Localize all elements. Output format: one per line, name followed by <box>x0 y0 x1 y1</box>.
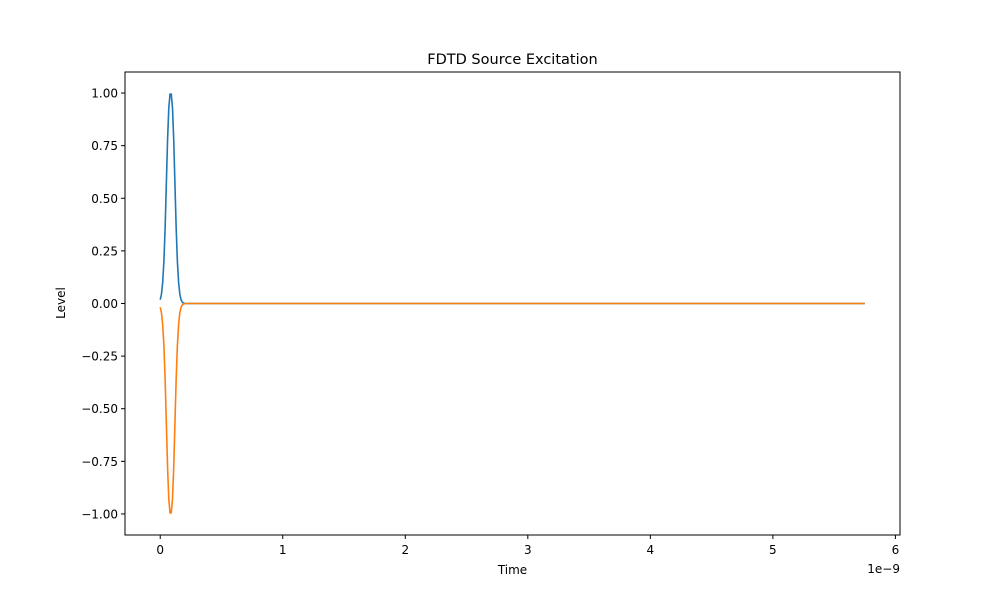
plot-area <box>159 93 865 514</box>
y-tick-label: 1.00 <box>91 87 118 101</box>
chart-title: FDTD Source Excitation <box>427 52 597 68</box>
x-tick-label: 1 <box>279 543 287 557</box>
x-tick-label: 5 <box>769 543 777 557</box>
series-line-2 <box>159 302 865 514</box>
y-tick-label: 0.00 <box>91 297 118 311</box>
x-tick-label: 0 <box>156 543 164 557</box>
x-tick-label: 2 <box>401 543 409 557</box>
y-tick-label: −0.75 <box>81 455 118 469</box>
y-tick-label: −0.25 <box>81 350 118 364</box>
y-tick-label: −1.00 <box>81 507 118 521</box>
plot-frame <box>124 71 901 536</box>
x-tick-label: 6 <box>892 543 900 557</box>
y-tick-label: 0.25 <box>91 244 118 258</box>
y-tick-label: 0.50 <box>91 192 118 206</box>
x-axis: 0 1 2 3 4 5 6 <box>156 535 899 557</box>
x-tick-label: 4 <box>647 543 655 557</box>
y-tick-label: −0.50 <box>81 402 118 416</box>
y-axis: −1.00 −0.75 −0.50 −0.25 0.00 0.25 0.50 0.75 1.00 <box>81 87 125 521</box>
y-tick-label: 0.75 <box>91 139 118 153</box>
y-axis-label: Level <box>54 287 68 319</box>
x-axis-label: Time <box>497 563 527 577</box>
x-tick-label: 3 <box>524 543 532 557</box>
x-axis-offset-label: 1e−9 <box>867 562 900 576</box>
